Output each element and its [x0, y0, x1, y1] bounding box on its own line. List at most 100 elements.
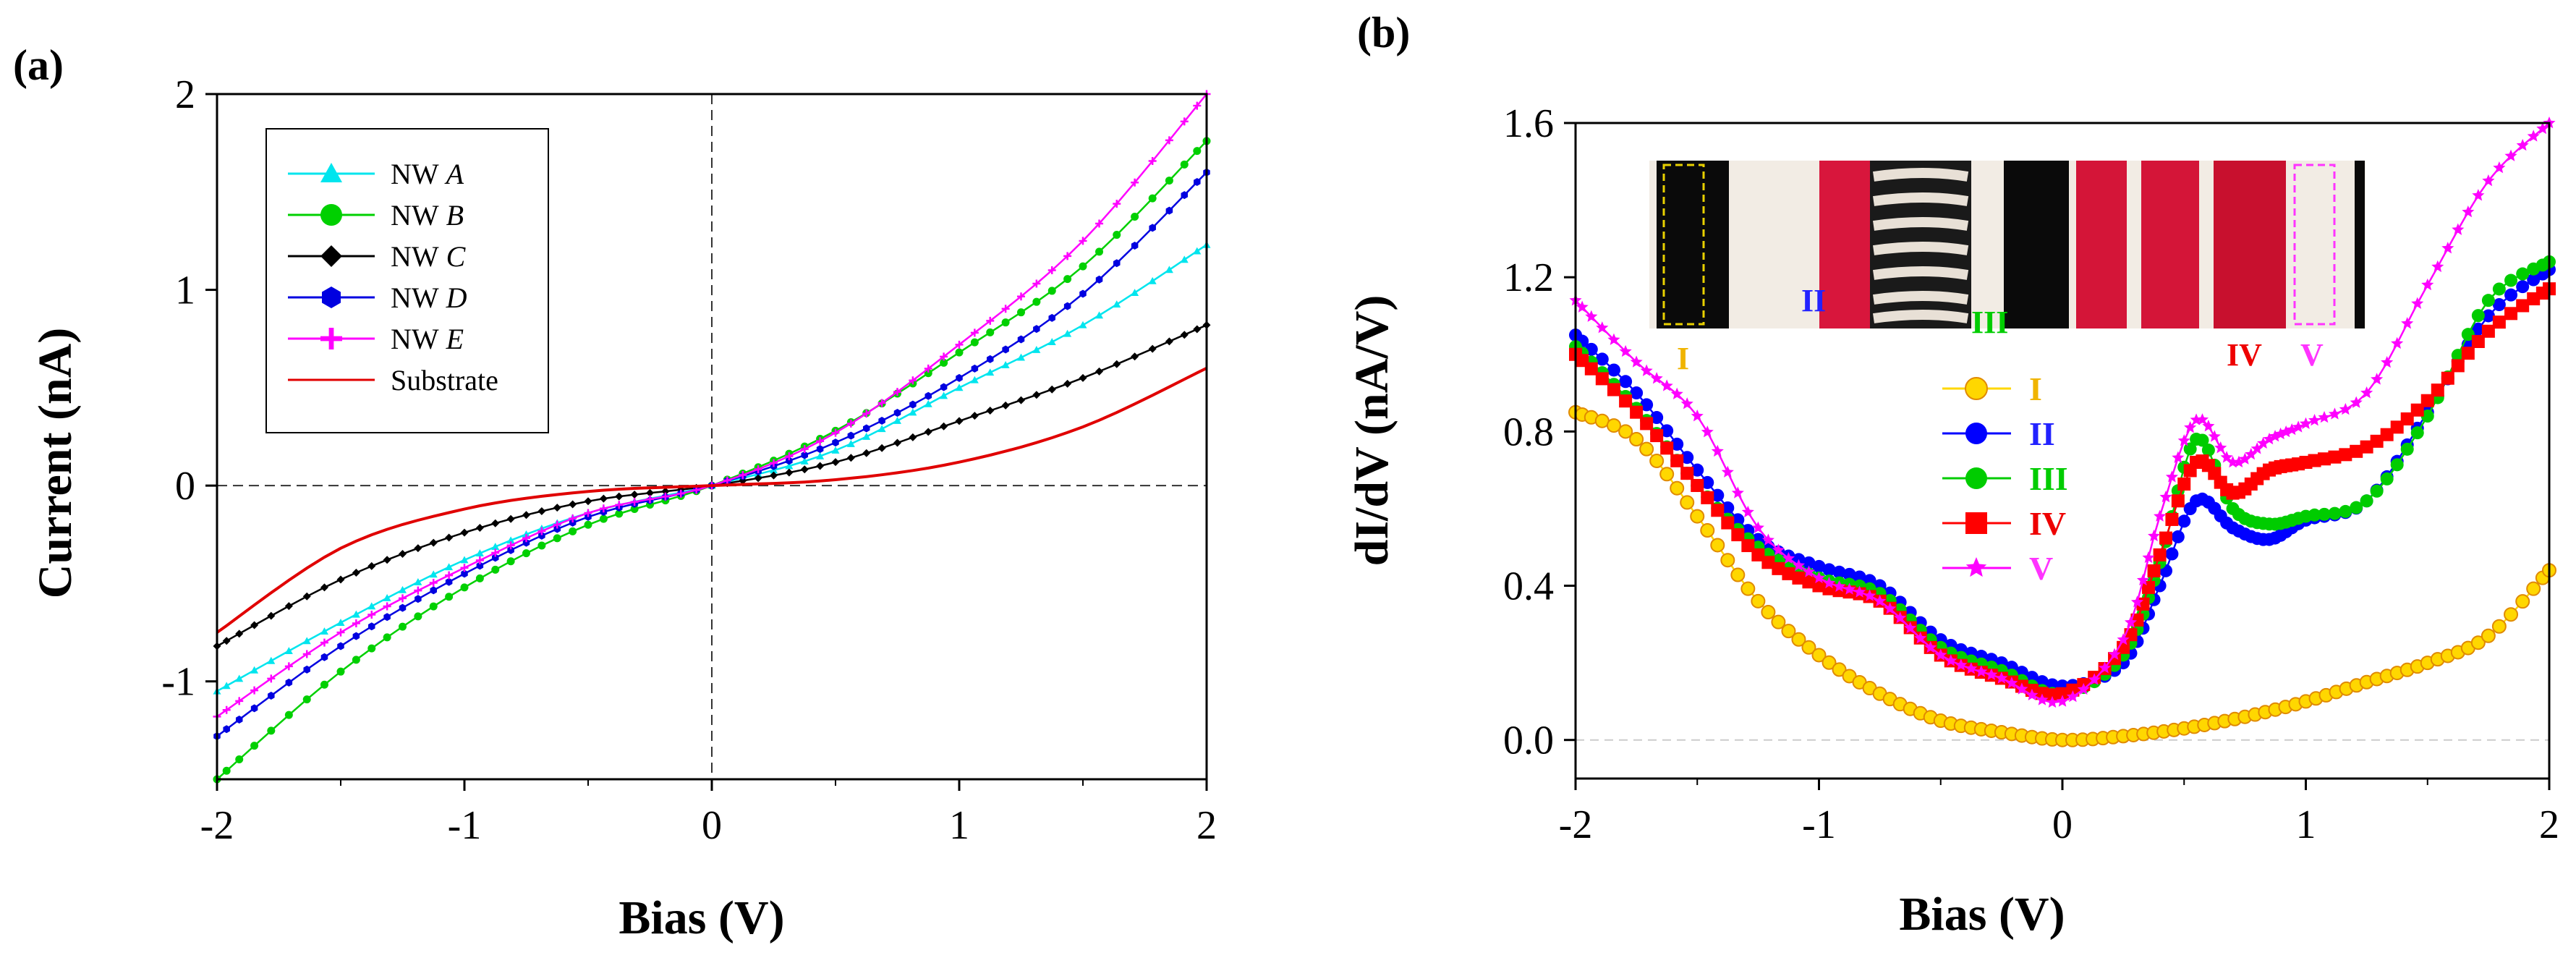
- data-point: [2292, 420, 2305, 433]
- data-point: [1640, 398, 1654, 412]
- legend-item-i: I: [1942, 370, 2042, 407]
- data-point: [1063, 275, 1072, 284]
- data-point: [2269, 430, 2282, 442]
- data-point: [445, 571, 454, 580]
- data-point: [630, 491, 639, 499]
- legend-item-b: NW B: [288, 199, 464, 232]
- data-point: [2299, 417, 2313, 429]
- data-point: [302, 650, 311, 658]
- data-point: [2493, 161, 2506, 174]
- data-point: [615, 492, 624, 501]
- data-point: [414, 577, 422, 585]
- data-point: [1131, 352, 1139, 361]
- data-point: [940, 383, 948, 391]
- y-tick-label: 2: [175, 72, 195, 117]
- data-point: [2077, 682, 2090, 695]
- data-point: [831, 458, 840, 467]
- data-point: [267, 674, 276, 683]
- data-point: [1731, 486, 1744, 499]
- data-point: [1585, 310, 1598, 322]
- data-point: [461, 569, 468, 578]
- data-point: [1149, 224, 1156, 232]
- data-point: [2451, 359, 2465, 373]
- data-point: [2516, 267, 2530, 281]
- inset-label-v: V: [2300, 337, 2324, 373]
- data-point: [1619, 394, 1633, 408]
- data-point: [522, 534, 530, 543]
- data-point: [1032, 346, 1041, 353]
- data-point: [1032, 279, 1041, 288]
- data-point: [2130, 595, 2144, 608]
- data-point: [615, 509, 624, 518]
- data-point: [2421, 278, 2434, 291]
- data-point: [786, 457, 793, 465]
- data-point: [801, 451, 809, 459]
- panel-b-plot-area: -2 -1 0 1 2 0.0 0.4 0.8 1.2 1.6: [1503, 101, 2559, 847]
- data-point: [522, 549, 530, 558]
- data-point: [1802, 556, 1816, 569]
- data-point: [1095, 367, 1104, 376]
- data-point: [893, 409, 901, 417]
- data-point: [2360, 386, 2373, 399]
- data-point: [1607, 363, 1620, 377]
- data-point: [785, 462, 794, 470]
- data-point: [1048, 313, 1056, 322]
- data-point: [506, 541, 515, 550]
- data-point: [1131, 178, 1139, 187]
- data-point: [2308, 508, 2321, 522]
- data-point: [383, 633, 391, 642]
- data-point: [2124, 616, 2138, 628]
- data-point: [429, 579, 438, 588]
- data-point: [383, 594, 391, 601]
- x-tick-label: -2: [200, 803, 234, 848]
- data-point: [1670, 454, 1684, 467]
- data-point: [2431, 383, 2444, 397]
- data-point: [475, 523, 484, 532]
- data-point: [584, 509, 592, 517]
- data-point: [1095, 247, 1104, 256]
- data-point: [475, 574, 484, 582]
- data-point: [785, 452, 794, 461]
- legend-label: NW D: [391, 281, 467, 314]
- data-point: [320, 583, 328, 592]
- y-tick-label: 1.2: [1503, 255, 1554, 300]
- data-point: [584, 497, 592, 506]
- data-point: [1853, 585, 1866, 598]
- data-point: [2472, 189, 2485, 201]
- data-point: [250, 742, 259, 750]
- data-point: [615, 501, 624, 509]
- data-point: [2172, 451, 2185, 463]
- data-point: [940, 422, 948, 431]
- data-point: [320, 638, 328, 647]
- data-point: [1148, 157, 1157, 166]
- data-point: [1741, 505, 1754, 518]
- data-point: [2370, 434, 2384, 448]
- data-point: [1761, 556, 1775, 569]
- data-point: [661, 487, 670, 496]
- data-point: [1180, 255, 1189, 263]
- data-point: [367, 622, 375, 631]
- data-point: [2350, 444, 2363, 458]
- data-point: [302, 637, 311, 645]
- data-point: [2171, 494, 2185, 508]
- data-point: [1812, 559, 1826, 573]
- data-point: [816, 445, 824, 454]
- data-point: [1180, 331, 1189, 339]
- data-point: [909, 400, 917, 409]
- data-point: [862, 432, 871, 440]
- data-point: [1691, 478, 1704, 492]
- data-point: [1629, 432, 1644, 447]
- data-point: [1148, 194, 1157, 203]
- data-point: [1165, 177, 1173, 185]
- data-point: [2154, 509, 2167, 522]
- data-point: [1721, 516, 1735, 530]
- data-point: [1607, 333, 1620, 345]
- panel-b-xlabel: Bias (V): [1899, 888, 2065, 941]
- data-point: [1842, 567, 1856, 581]
- data-point: [1017, 292, 1025, 301]
- data-point: [1731, 528, 1745, 542]
- data-point: [222, 705, 231, 714]
- data-point: [1630, 355, 1643, 368]
- data-point: [1193, 247, 1202, 255]
- legend-swatch-marker: [1965, 557, 1987, 577]
